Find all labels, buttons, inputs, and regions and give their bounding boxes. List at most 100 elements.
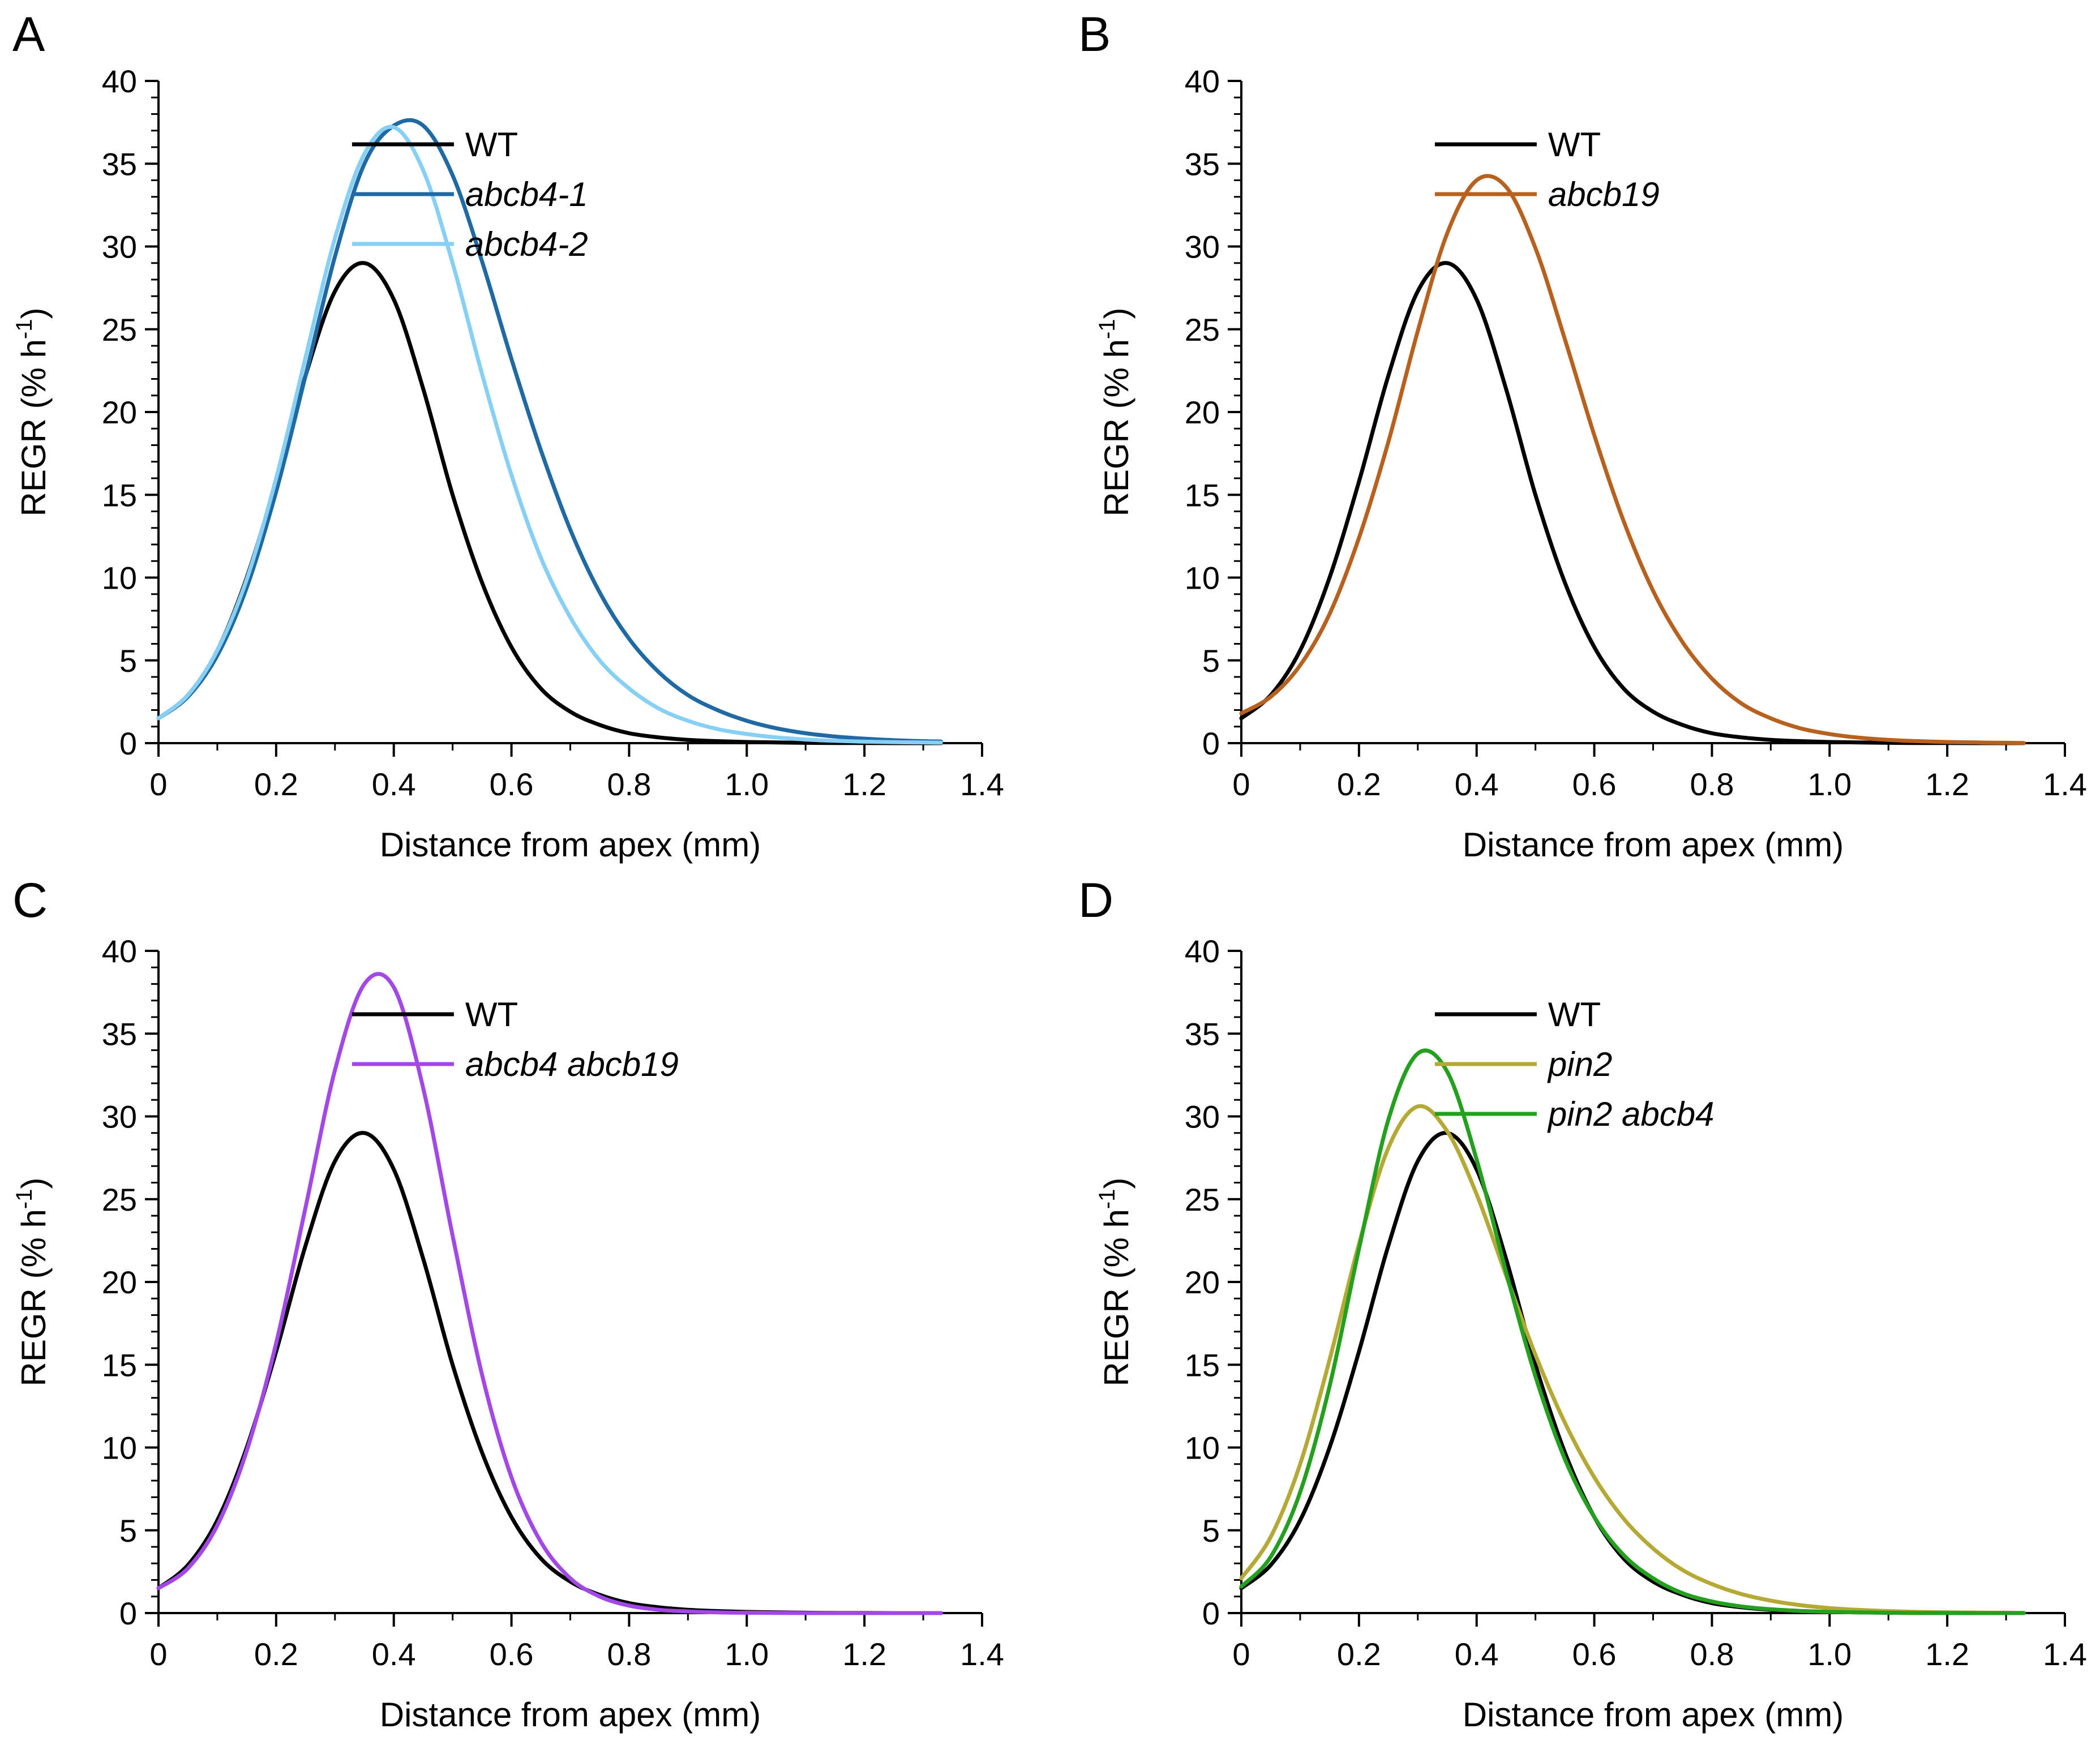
x-tick-label: 0.2 (1337, 1636, 1381, 1672)
legend-label: abcb19 (1548, 175, 1660, 213)
x-tick-label: 0.4 (372, 1636, 416, 1672)
x-tick-label: 1.0 (1807, 1636, 1852, 1672)
y-tick-label: 15 (1185, 477, 1220, 513)
y-tick-label: 10 (102, 560, 137, 596)
x-tick-label: 0.2 (1337, 766, 1381, 802)
legend-label: abcb4-2 (465, 225, 588, 263)
y-axis-title-main: REGR (% h (15, 1209, 53, 1386)
y-axis-title-main: REGR (% h (1098, 339, 1135, 516)
y-axis-title: REGR (% h-1) (12, 308, 53, 517)
x-tick-label: 1.2 (1925, 766, 1969, 802)
y-axis-title-superscript: -1 (12, 1189, 37, 1210)
y-tick-label: 10 (1185, 1430, 1220, 1466)
y-tick-label: 35 (102, 146, 137, 182)
x-tick-label: 1.0 (725, 1636, 769, 1672)
y-tick-label: 35 (102, 1016, 137, 1052)
series-line-pin2-abcb4 (1239, 1048, 2026, 1615)
x-tick-label: 0.4 (1455, 766, 1499, 802)
series-line-abcb4-abcb19 (156, 972, 943, 1615)
x-tick-label: 0 (1232, 1636, 1250, 1672)
y-tick-label: 15 (102, 477, 137, 513)
x-tick-label: 0.8 (1690, 1636, 1734, 1672)
x-tick-label: 1.0 (725, 766, 769, 802)
series-line-WT (156, 261, 943, 745)
y-axis-title: REGR (% h-1) (12, 1178, 53, 1387)
panel-letter: A (12, 7, 45, 62)
y-tick-label: 0 (1202, 726, 1220, 761)
panel-letter: B (1078, 7, 1111, 62)
y-tick-label: 30 (1185, 229, 1220, 265)
y-tick-label: 30 (102, 1099, 137, 1135)
x-tick-label: 0.8 (1690, 766, 1734, 802)
x-axis-title: Distance from apex (mm) (380, 1696, 761, 1734)
legend-label: pin2 abcb4 (1547, 1095, 1715, 1133)
x-tick-label: 0.6 (1572, 766, 1617, 802)
y-axis-title-superscript: -1 (1095, 1189, 1120, 1210)
y-axis-title-close: ) (1098, 308, 1135, 319)
x-tick-label: 1.2 (842, 766, 886, 802)
x-axis-title: Distance from apex (mm) (1463, 826, 1844, 864)
y-axis-title-close: ) (1098, 1178, 1135, 1189)
y-axis-title-main: REGR (% h (1098, 1209, 1135, 1386)
x-tick-label: 0.2 (254, 766, 298, 802)
x-tick-label: 0.6 (1572, 1636, 1617, 1672)
y-tick-label: 20 (102, 394, 137, 430)
y-tick-label: 0 (119, 726, 137, 761)
y-tick-label: 25 (102, 1182, 137, 1217)
panel-a: A 0 0.2 0.4 0.6 0.8 1.0 1.2 1.4 0 5 10 15 20 25 30 35 40 D… (12, 7, 1004, 864)
y-tick-label: 40 (102, 933, 137, 969)
y-tick-label: 10 (102, 1430, 137, 1466)
y-tick-label: 5 (119, 643, 137, 679)
y-tick-label: 0 (1202, 1596, 1220, 1631)
legend-label: pin2 (1547, 1045, 1612, 1083)
y-tick-label: 20 (1185, 1264, 1220, 1300)
x-axis-title: Distance from apex (mm) (380, 826, 761, 864)
series-line-abcb4-1 (156, 118, 943, 744)
y-tick-label: 40 (1185, 933, 1220, 969)
series-line-WT (1239, 261, 2026, 745)
legend-label: WT (1548, 126, 1601, 164)
y-axis-title-close: ) (15, 1178, 53, 1189)
legend-label: abcb4-1 (465, 175, 588, 213)
x-tick-label: 0.8 (607, 766, 651, 802)
x-tick-label: 0 (1232, 766, 1250, 802)
y-tick-label: 5 (1202, 643, 1220, 679)
y-tick-label: 30 (1185, 1099, 1220, 1135)
x-tick-label: 1.4 (2043, 1636, 2087, 1672)
panel-letter: D (1078, 873, 1113, 928)
legend-label: WT (465, 996, 518, 1033)
y-tick-label: 40 (102, 63, 137, 99)
legend-label: abcb4 abcb19 (465, 1045, 679, 1083)
y-tick-label: 20 (102, 1264, 137, 1300)
y-tick-label: 0 (119, 1596, 137, 1631)
x-tick-label: 1.4 (960, 766, 1004, 802)
y-tick-label: 15 (1185, 1347, 1220, 1383)
y-tick-label: 25 (102, 312, 137, 348)
y-tick-label: 30 (102, 229, 137, 265)
series-line-abcb19 (1239, 174, 2026, 745)
y-axis-title-close: ) (15, 308, 53, 319)
panel-c: C 0 0.2 0.4 0.6 0.8 1.0 1.2 1.4 0 5 10 15 20 25 30 35 40 D… (12, 873, 1004, 1734)
y-axis-title-superscript: -1 (1095, 319, 1120, 340)
x-tick-label: 0.8 (607, 1636, 651, 1672)
legend-label: WT (465, 126, 518, 164)
panel-letter: C (12, 873, 48, 928)
x-tick-label: 0.4 (1455, 1636, 1499, 1672)
y-tick-label: 35 (1185, 1016, 1220, 1052)
x-tick-label: 0 (149, 766, 167, 802)
y-axis-title: REGR (% h-1) (1095, 308, 1135, 517)
y-axis-title-superscript: -1 (12, 319, 37, 340)
y-tick-label: 15 (102, 1347, 137, 1383)
y-tick-label: 40 (1185, 63, 1220, 99)
y-tick-label: 35 (1185, 146, 1220, 182)
panel-b: B 0 0.2 0.4 0.6 0.8 1.0 1.2 1.4 0 5 10 15 20 25 30 35 40 D… (1078, 7, 2087, 864)
x-axis-title: Distance from apex (mm) (1463, 1696, 1844, 1734)
x-tick-label: 1.2 (842, 1636, 886, 1672)
panel-d: D 0 0.2 0.4 0.6 0.8 1.0 1.2 1.4 0 5 10 15 20 25 30 35 40 D… (1078, 873, 2087, 1734)
series-line-WT (156, 1131, 943, 1615)
x-tick-label: 1.2 (1925, 1636, 1969, 1672)
series-line-WT (1239, 1131, 2026, 1615)
y-tick-label: 25 (1185, 312, 1220, 348)
y-axis-title: REGR (% h-1) (1095, 1178, 1135, 1387)
